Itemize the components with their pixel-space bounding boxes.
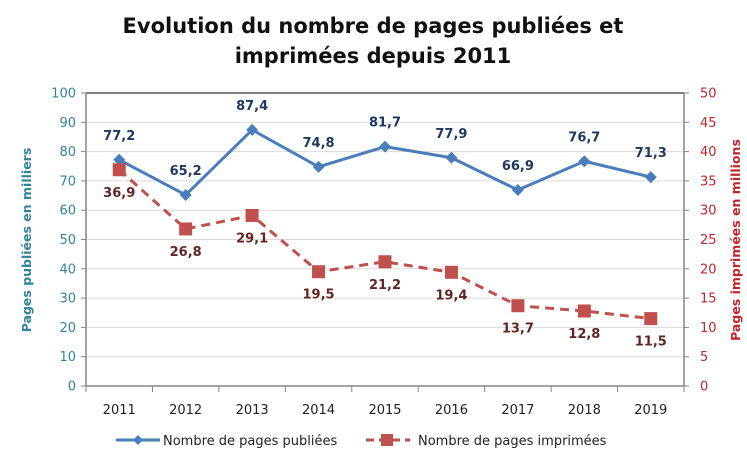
data-label: 76,7 <box>568 130 600 145</box>
x-tick-label: 2013 <box>236 403 269 418</box>
marker-diamond <box>445 151 458 164</box>
x-tick-label: 2018 <box>568 403 601 418</box>
y-axis-left-ticks: 0 10 20 30 40 50 60 70 80 90 100 <box>51 87 86 395</box>
data-label: 77,2 <box>103 129 135 144</box>
y-right-tick-label: 5 <box>700 350 708 365</box>
data-label: 36,9 <box>103 186 135 201</box>
y-right-tick-label: 40 <box>700 145 717 160</box>
y-right-tick-label: 20 <box>700 262 717 277</box>
y-left-tick-label: 60 <box>59 204 76 219</box>
marker-diamond <box>379 140 391 153</box>
marker-square <box>444 265 458 279</box>
marker-diamond <box>644 171 657 184</box>
y-left-tick-label: 20 <box>59 321 76 336</box>
marker-square <box>378 255 392 269</box>
chart-title-line-2: imprimées depuis 2011 <box>235 44 512 68</box>
y-right-tick-label: 0 <box>700 380 708 395</box>
y-right-tick-label: 10 <box>700 321 717 336</box>
y-left-tick-label: 0 <box>68 380 76 395</box>
marker-diamond <box>113 153 126 166</box>
x-tick-label: 2012 <box>169 403 202 418</box>
y-left-tick-label: 90 <box>59 116 76 131</box>
marker-square <box>577 304 591 318</box>
chart-title-line-1: Evolution du nombre de pages publiées et <box>123 14 624 38</box>
data-label: 13,7 <box>502 322 534 337</box>
y-right-tick-label: 50 <box>700 87 717 102</box>
data-label: 29,1 <box>236 231 268 246</box>
marker-square <box>179 222 193 236</box>
y-left-tick-label: 40 <box>59 262 76 277</box>
legend-label-publiees: Nombre de pages publiées <box>163 434 338 449</box>
y-axis-left-title: Pages publiées en milliers <box>19 148 34 333</box>
data-label: 65,2 <box>170 164 202 179</box>
x-tick-label: 2019 <box>634 403 667 418</box>
marker-diamond <box>511 183 524 196</box>
data-label: 77,9 <box>435 127 467 142</box>
marker-square <box>644 312 658 326</box>
data-label: 26,8 <box>170 245 202 260</box>
x-tick-label: 2016 <box>435 403 468 418</box>
y-axis-right-ticks: 0 5 10 15 20 25 30 35 40 45 50 <box>684 87 717 395</box>
y-left-tick-label: 100 <box>51 87 76 102</box>
legend-item-imprimees: Nombre de pages imprimées <box>366 434 607 449</box>
data-label: 19,4 <box>435 288 467 303</box>
y-axis-right-title: Pages imprimées en millions <box>728 139 743 341</box>
data-label: 66,9 <box>502 159 534 174</box>
x-tick-label: 2011 <box>103 403 136 418</box>
legend-square-icon <box>381 434 393 446</box>
marker-square <box>112 163 126 177</box>
data-label: 71,3 <box>635 146 667 161</box>
marker-diamond <box>179 188 192 201</box>
y-left-tick-label: 80 <box>59 145 76 160</box>
y-left-tick-label: 70 <box>59 174 76 189</box>
x-axis-ticks: 2011 2012 2013 2014 2015 2016 2017 2018 2019 <box>85 386 685 418</box>
marker-square <box>245 208 259 222</box>
y-right-tick-label: 25 <box>700 233 717 248</box>
y-right-tick-label: 35 <box>700 174 717 189</box>
legend: Nombre de pages publiées Nombre de pages… <box>116 434 607 449</box>
x-tick-label: 2014 <box>302 403 335 418</box>
data-labels: 77,2 65,2 87,4 74,8 81,7 77,9 66,9 76,7 71,3 36,9… <box>103 99 667 350</box>
legend-item-publiees: Nombre de pages publiées <box>116 434 338 449</box>
legend-diamond-icon <box>133 435 143 445</box>
y-left-tick-label: 10 <box>59 350 76 365</box>
x-tick-label: 2017 <box>501 403 534 418</box>
marker-diamond <box>246 123 259 136</box>
y-left-tick-label: 50 <box>59 233 76 248</box>
y-right-tick-label: 15 <box>700 292 717 307</box>
marker-diamond <box>578 155 591 168</box>
series-markers <box>112 123 658 326</box>
y-right-tick-label: 30 <box>700 204 717 219</box>
data-label: 87,4 <box>236 99 268 114</box>
y-left-tick-label: 30 <box>59 292 76 307</box>
data-label: 74,8 <box>303 136 335 151</box>
series-line-imprimees <box>118 168 651 321</box>
legend-label-imprimees: Nombre de pages imprimées <box>418 434 607 449</box>
marker-diamond <box>312 160 325 173</box>
y-right-tick-label: 45 <box>700 116 717 131</box>
data-label: 11,5 <box>635 335 667 350</box>
marker-square <box>511 299 525 313</box>
data-label: 81,7 <box>369 116 401 131</box>
data-label: 19,5 <box>303 288 335 303</box>
data-label: 21,2 <box>369 278 401 293</box>
data-label: 12,8 <box>568 327 600 342</box>
marker-square <box>312 265 326 279</box>
x-tick-label: 2015 <box>368 403 401 418</box>
